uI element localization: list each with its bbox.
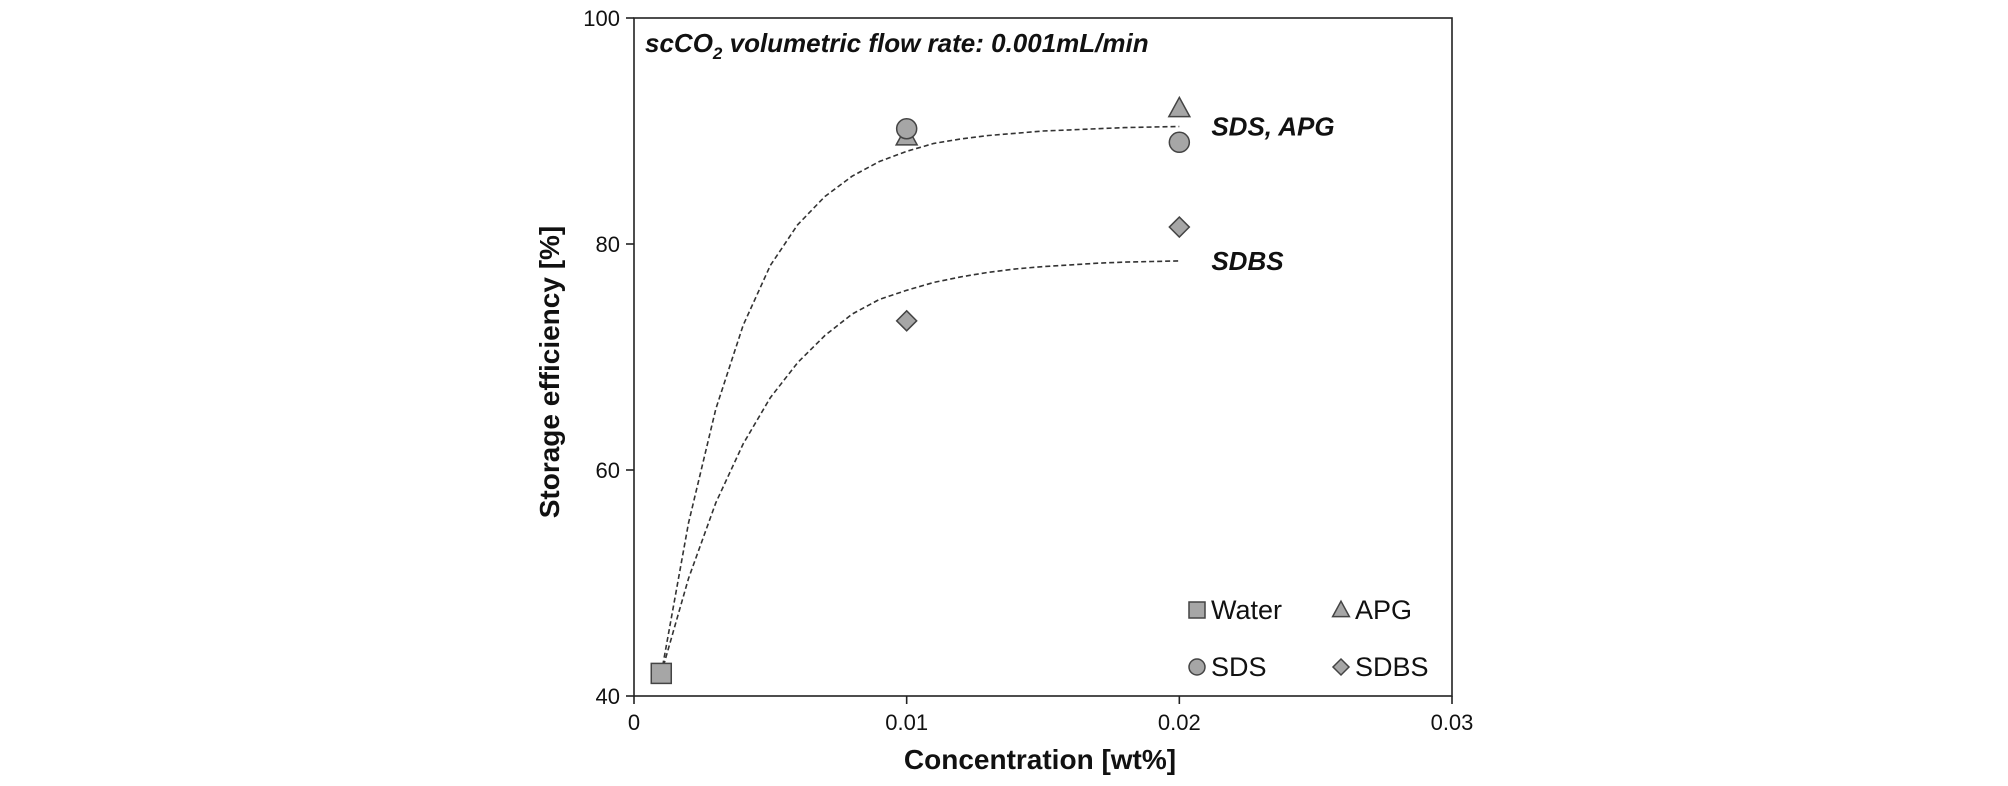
x-tick-label: 0 [628,710,640,735]
data-point-water [650,662,673,685]
chart-annotation: scCO2 volumetric flow rate: 0.001mL/min [645,28,1149,63]
data-point-apg [1167,95,1192,118]
trendline-label-sds-apg: SDS, APG [1211,111,1334,141]
data-point-sds [1168,131,1191,154]
legend-item-sdbs: SDBS [1331,652,1429,682]
y-tick-label: 40 [596,684,620,709]
y-axis-title: Storage efficiency [%] [534,226,565,519]
trendline-sds-apg [660,125,1180,674]
y-tick-label: 60 [596,458,620,483]
legend-label-water: Water [1211,595,1282,625]
legend-item-sds: SDS [1188,652,1267,682]
legend-marker-sdbs [1331,657,1351,677]
annotation-prefix: scCO [645,28,713,58]
data-point-sds [895,117,918,140]
trendline-label-sdbs: SDBS [1211,246,1284,276]
annotation-subscript: 2 [712,44,723,63]
y-tick-label: 100 [583,6,620,31]
legend-item-water: Water [1188,595,1282,625]
trendline-sdbs [660,260,1180,674]
annotation-suffix: volumetric flow rate: 0.001mL/min [722,28,1148,58]
legend-label-apg: APG [1355,595,1412,625]
data-point-sdbs [1168,215,1191,239]
legend-label-sds: SDS [1211,652,1267,682]
legend-marker-apg [1331,599,1351,618]
x-axis-title: Concentration [wt%] [904,744,1176,775]
legend-marker-sds [1188,658,1206,676]
y-tick-label: 80 [596,232,620,257]
legend-item-apg: APG [1331,595,1412,625]
x-tick-label: 0.03 [1431,710,1474,735]
x-tick-label: 0.02 [1158,710,1201,735]
plot-area-frame [633,17,1453,697]
data-point-sdbs [895,309,918,332]
x-tick-label: 0.01 [885,710,928,735]
legend-marker-water [1188,601,1206,619]
legend-label-sdbs: SDBS [1355,652,1429,682]
